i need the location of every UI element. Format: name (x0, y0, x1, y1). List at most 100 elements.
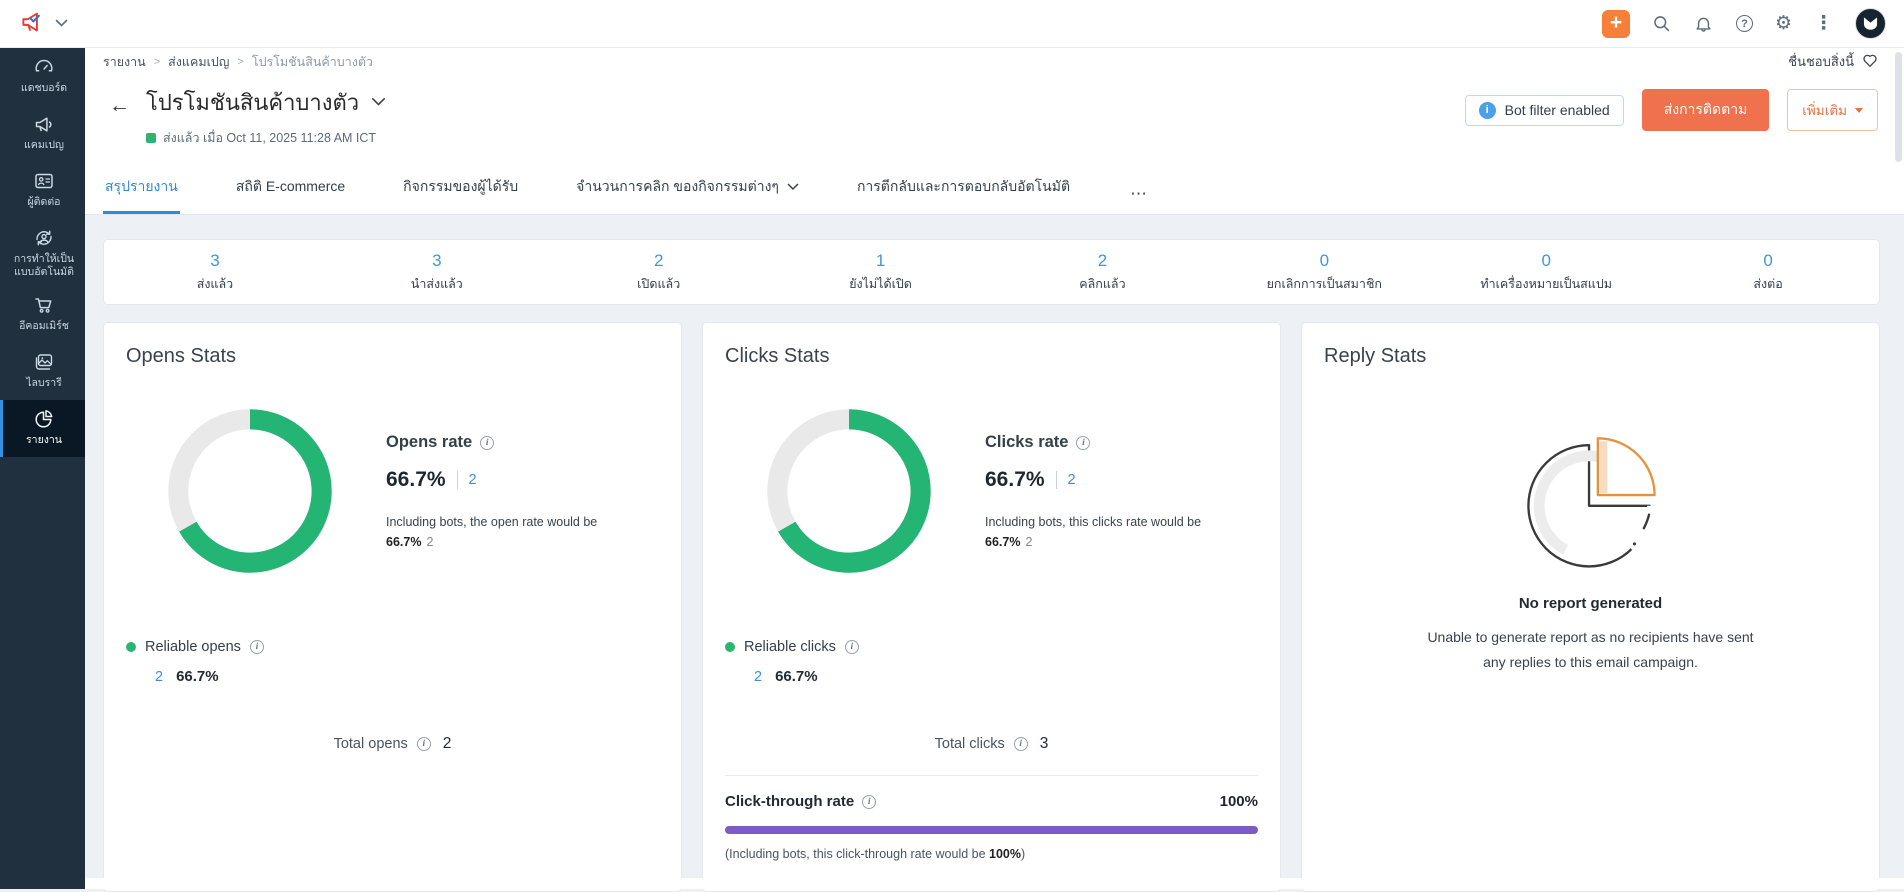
stat-value[interactable]: 2 (1098, 251, 1107, 271)
reliable-opens-count[interactable]: 2 (155, 669, 163, 685)
more-actions-button[interactable]: เพิ่มเติม (1787, 89, 1878, 131)
sent-status-text: ส่งแล้ว เมื่อ Oct 11, 2025 11:28 AM ICT (163, 128, 376, 148)
settings-gear-icon[interactable]: ⚙ (1775, 12, 1792, 35)
photo-library-icon (33, 351, 55, 373)
green-legend-dot (126, 642, 136, 652)
create-new-button[interactable]: + (1602, 10, 1630, 38)
stat-label: ส่งแล้ว (197, 274, 233, 294)
tab-label: กิจกรรมของผู้ได้รับ (403, 176, 518, 198)
clicks-bots-note: Including bots, this clicks rate would b… (985, 512, 1203, 552)
stat-clicked: 2คลิกแล้ว (992, 251, 1214, 294)
ctr-progress-bar (725, 826, 1258, 834)
tab-label: สรุปรายงาน (105, 176, 178, 198)
sidebar-item-label: รายงาน (26, 434, 62, 447)
sidebar: แดชบอร์ด แคมเปญ ผู้ติดต่อ การทำให้เป็นแบ… (0, 48, 85, 889)
sidebar-item-automation[interactable]: การทำให้เป็นแบบอัตโนมัติ (0, 219, 85, 286)
pie-report-icon (33, 408, 55, 430)
reliable-clicks-label: Reliable clicks (744, 639, 836, 655)
click-through-rate-row: Click-through rate 100% (725, 793, 1258, 810)
tab-recipient-activity[interactable]: กิจกรรมของผู้ได้รับ (401, 168, 520, 214)
info-icon[interactable] (1076, 436, 1090, 450)
total-opens-label: Total opens (334, 736, 408, 752)
info-icon[interactable] (250, 640, 264, 654)
favorite-this-control[interactable]: ชื่นชอบสิ่งนี้ (1788, 51, 1878, 72)
stat-marked-spam: 0ทำเครื่องหมายเป็นสแปม (1435, 251, 1657, 294)
sidebar-item-label: แคมเปญ (24, 139, 64, 152)
sidebar-item-reports[interactable]: รายงาน (0, 400, 85, 457)
stat-value[interactable]: 3 (432, 251, 441, 271)
tabs-overflow-icon[interactable]: ⋯ (1126, 176, 1152, 214)
info-icon[interactable] (480, 436, 494, 450)
title-chevron-down-icon[interactable] (371, 94, 386, 112)
stat-delivered: 3 นำส่งแล้ว (326, 251, 548, 294)
vertical-scrollbar[interactable] (1895, 52, 1902, 162)
stat-forwarded: 0ส่งต่อ (1657, 251, 1879, 294)
sidebar-item-label: แดชบอร์ด (21, 82, 67, 95)
back-arrow-button[interactable]: ← (109, 94, 130, 118)
sidebar-item-campaigns[interactable]: แคมเปญ (0, 105, 85, 162)
sidebar-item-label: การทำให้เป็นแบบอัตโนมัติ (5, 253, 83, 279)
reliable-clicks-count[interactable]: 2 (754, 669, 762, 685)
stat-label: นำส่งแล้ว (411, 274, 463, 294)
ctr-value: 100% (1220, 793, 1258, 810)
opens-card-title: Opens Stats (126, 345, 236, 368)
tab-report-summary[interactable]: สรุปรายงาน (103, 168, 180, 214)
sidebar-item-dashboard[interactable]: แดชบอร์ด (0, 48, 85, 105)
stat-value[interactable]: 1 (876, 251, 885, 271)
breadcrumb-separator: > (154, 56, 160, 68)
sidebar-item-library[interactable]: ไลบรารี (0, 343, 85, 400)
stat-value[interactable]: 2 (654, 251, 663, 271)
ctr-label: Click-through rate (725, 793, 854, 810)
clicks-count[interactable]: 2 (1068, 472, 1076, 488)
no-report-pie-illustration (1302, 411, 1879, 581)
main-area: รายงาน > ส่งแคมเปญ > โปรโมชันสินค้าบางตั… (85, 48, 1904, 889)
no-report-message-line2: any replies to this email campaign. (1332, 654, 1849, 670)
report-tabs: สรุปรายงาน สถิติ E-commerce กิจกรรมของผู… (85, 162, 1904, 215)
opens-count[interactable]: 2 (469, 472, 477, 488)
tab-bounces-autoreplies[interactable]: การตีกลับและการตอบกลับอัตโนมัติ (855, 168, 1072, 214)
stat-value[interactable]: 3 (210, 251, 219, 271)
tab-click-activity[interactable]: จำนวนการคลิก ของกิจกรรมต่างๆ (574, 168, 801, 214)
tab-label: สถิติ E-commerce (236, 176, 345, 198)
breadcrumb-reports[interactable]: รายงาน (103, 52, 146, 72)
stat-value[interactable]: 0 (1763, 251, 1772, 271)
reliable-opens-rate: 66.7% (176, 668, 219, 685)
info-icon[interactable] (862, 795, 876, 809)
stat-value[interactable]: 0 (1320, 251, 1329, 271)
bot-filter-chip[interactable]: i Bot filter enabled (1465, 95, 1624, 126)
ctr-note: (Including bots, this click-through rate… (725, 847, 1258, 861)
stat-opened: 2เปิดแล้ว (548, 251, 770, 294)
reliable-opens-label: Reliable opens (145, 639, 241, 655)
sidebar-item-ecommerce[interactable]: อีคอมเมิร์ช (0, 286, 85, 343)
reply-stats-card: Reply Stats (1301, 322, 1880, 892)
info-icon[interactable] (845, 640, 859, 654)
breadcrumb-sent-campaigns[interactable]: ส่งแคมเปญ (168, 52, 229, 72)
search-icon[interactable] (1652, 14, 1672, 34)
logo-chevron-down-icon[interactable] (55, 15, 68, 33)
total-opens-row: Total opens 2 (104, 735, 681, 753)
no-report-title: No report generated (1302, 595, 1879, 612)
help-icon[interactable]: ? (1736, 15, 1753, 32)
caret-down-icon (1855, 108, 1863, 113)
total-clicks-label: Total clicks (935, 736, 1005, 752)
info-icon[interactable] (1014, 737, 1028, 751)
send-followup-button[interactable]: ส่งการติดตาม (1642, 89, 1770, 131)
total-opens-value: 2 (443, 735, 452, 753)
breadcrumb-row: รายงาน > ส่งแคมเปญ > โปรโมชันสินค้าบางตั… (85, 48, 1904, 75)
stat-value[interactable]: 0 (1541, 251, 1550, 271)
info-icon[interactable] (417, 737, 431, 751)
contact-card-icon (33, 170, 55, 192)
reply-card-title: Reply Stats (1324, 345, 1426, 368)
tab-chevron-down-icon (787, 183, 799, 191)
heart-icon[interactable] (1862, 53, 1878, 71)
sidebar-item-contacts[interactable]: ผู้ติดต่อ (0, 162, 85, 219)
tab-ecommerce-stats[interactable]: สถิติ E-commerce (234, 168, 347, 214)
tab-label: จำนวนการคลิก ของกิจกรรมต่างๆ (576, 176, 779, 198)
campaigns-logo[interactable] (20, 8, 47, 40)
favorite-label: ชื่นชอบสิ่งนี้ (1788, 51, 1854, 72)
user-avatar[interactable] (1855, 8, 1886, 39)
reliable-clicks-rate: 66.7% (775, 668, 818, 685)
stat-label: ยกเลิกการเป็นสมาชิก (1267, 274, 1382, 294)
notifications-bell-icon[interactable] (1694, 14, 1714, 34)
more-menu-icon[interactable]: ⋮ (1814, 12, 1833, 35)
